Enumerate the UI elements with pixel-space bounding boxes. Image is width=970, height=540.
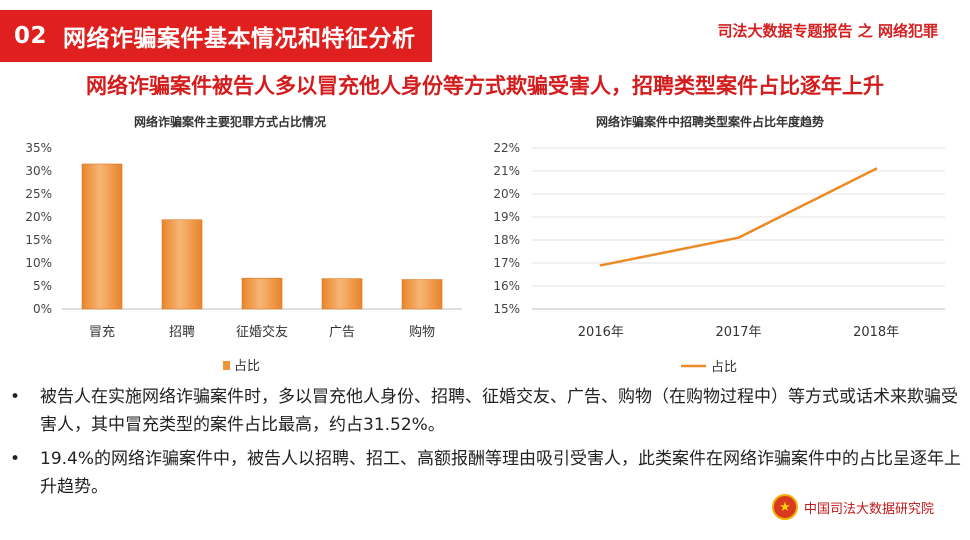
section-number: 02 [14,23,48,49]
bar-legend-label: 占比 [234,359,260,374]
line-y-tick-label: 20% [493,187,520,201]
bar-x-tick-label: 招聘 [169,325,195,340]
line-y-tick-label: 16% [493,279,520,293]
line-x-tick-label: 2017年 [715,325,761,340]
bullet-text: 被告人在实施网络诈骗案件时，多以冒充他人身份、招聘、征婚交友、广告、购物（在购物… [40,387,958,435]
line-x-tick-label: 2016年 [578,325,624,340]
section-header: 02 网络诈骗案件基本情况和特征分析 [0,10,432,62]
line-y-tick-label: 19% [493,210,520,224]
bar-chart-title: 网络诈骗案件主要犯罪方式占比情况 [133,115,326,129]
bar-y-tick-label: 20% [25,210,52,224]
bullet-list: • 被告人在实施网络诈骗案件时，多以冒充他人身份、招聘、征婚交友、广告、购物（在… [8,383,964,507]
court-emblem-icon: ★ [771,494,798,520]
footer-logo: ★ 中国司法大数据研究院 [771,494,934,520]
bar-mark [81,163,123,310]
section-title: 网络诈骗案件基本情况和特征分析 [63,26,416,52]
logo-text: 中国司法大数据研究院 [803,501,934,517]
bar-x-tick-label: 征婚交友 [236,324,288,340]
bar-y-tick-label: 15% [25,233,52,247]
bar-y-tick-label: 0% [33,302,52,316]
line-point [737,236,740,239]
line-point [874,167,878,170]
line-legend-label: 占比 [711,360,737,375]
bar-x-tick-label: 广告 [329,325,355,340]
line-point [599,264,603,267]
line-y-tick-label: 15% [493,302,520,316]
bullet-item: • 19.4%的网络诈骗案件中，被告人以招聘、招工、高额报酬等理由吸引受害人，此… [8,445,964,501]
line-y-tick-label: 18% [493,233,520,247]
line-y-tick-label: 21% [493,164,520,178]
line-chart-title: 网络诈骗案件中招聘类型案件占比年度趋势 [595,115,824,129]
bar-mark [321,278,363,310]
bar-y-tick-label: 35% [25,141,52,155]
bar-y-tick-label: 25% [25,187,52,201]
bar-mark [401,279,443,310]
bar-y-tick-label: 30% [25,164,52,178]
bar-y-tick-label: 10% [25,256,52,270]
bar-x-tick-label: 购物 [409,324,435,340]
bar-y-tick-label: 5% [33,279,52,293]
bar-mark [241,277,283,310]
bar-legend-swatch [223,361,230,370]
line-y-tick-label: 22% [493,141,520,155]
bar-mark [161,219,203,310]
line-x-tick-label: 2018年 [853,325,899,340]
bullet-dot-icon: • [10,449,21,469]
bullet-item: • 被告人在实施网络诈骗案件时，多以冒充他人身份、招聘、征婚交友、广告、购物（在… [8,383,964,439]
bullet-dot-icon: • [10,387,21,407]
bar-x-tick-label: 冒充 [89,324,115,340]
line-y-tick-label: 17% [493,256,520,270]
bullet-text: 19.4%的网络诈骗案件中，被告人以招聘、招工、高额报酬等理由吸引受害人，此类案… [40,449,962,497]
headline: 网络诈骗案件被告人多以冒充他人身份等方式欺骗受害人，招聘类型案件占比逐年上升 [86,74,884,98]
report-tag: 司法大数据专题报告 之 网络犯罪 [717,22,938,40]
